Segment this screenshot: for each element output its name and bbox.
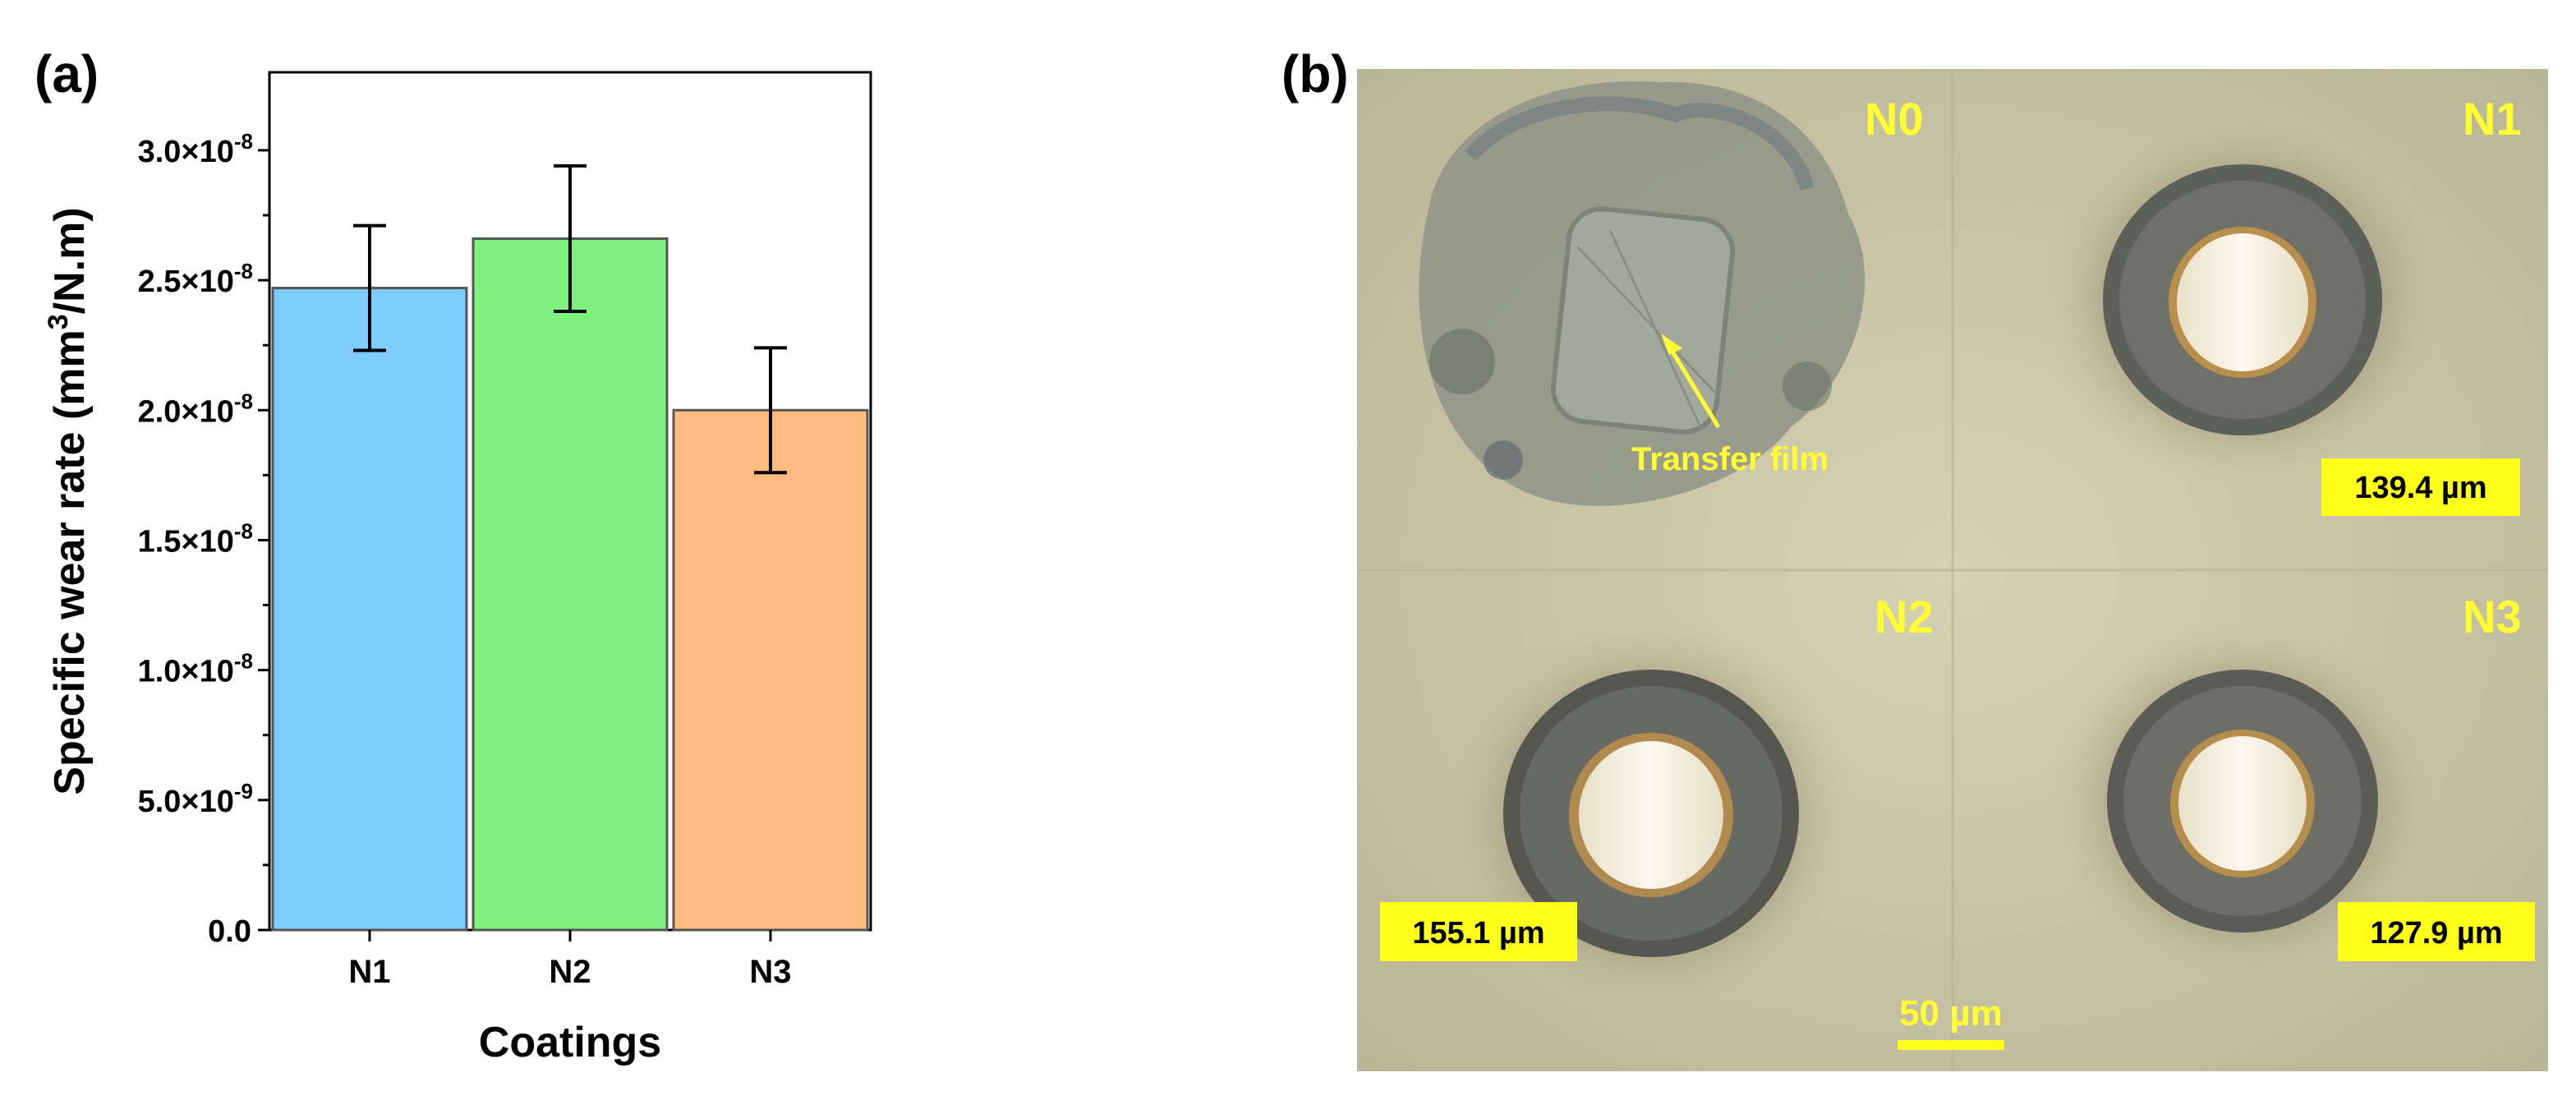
transfer-film-arrowhead: [1661, 334, 1682, 355]
measurement-box-n1: 139.4 µm: [2321, 458, 2520, 516]
y-tick-label: 2.0×10-8: [138, 389, 253, 429]
n3-wear-scar-image: [2045, 616, 2440, 986]
transfer-film-label: Transfer film: [1631, 441, 1828, 477]
panel-a-label: (a): [34, 44, 99, 104]
y-tick-label: 1.0×10-8: [138, 649, 253, 689]
measurement-n2: 155.1 µm: [1412, 916, 1544, 951]
quadrant-label-n3: N3: [2463, 591, 2522, 642]
bar-n3: [672, 408, 869, 932]
scale-bar-label: 50 µm: [1899, 993, 2003, 1034]
quadrant-label-n1: N1: [2463, 93, 2522, 145]
quadrant-label-n0: N0: [1865, 93, 1924, 145]
x-tick-label-n3: N3: [749, 954, 791, 990]
y-tick-label: 2.5×10-8: [138, 259, 253, 299]
y-tick-label: 0.0: [208, 914, 251, 949]
y-tick-label: 5.0×10-9: [138, 779, 253, 819]
bar-n1: [271, 287, 468, 932]
y-tick-label: 3.0×10-8: [138, 129, 253, 169]
scale-bar: [1898, 1040, 2004, 1050]
x-axis-title: Coatings: [479, 1019, 661, 1066]
bar-n2: [472, 237, 669, 932]
measurement-n3: 127.9 µm: [2370, 916, 2502, 951]
measurement-n1: 139.4 µm: [2354, 471, 2486, 505]
quadrant-label-n2: N2: [1874, 591, 1934, 642]
x-tick-label-n2: N2: [549, 954, 591, 990]
transfer-film-arrow: [1665, 342, 1721, 429]
panel-b-label: (b): [1281, 44, 1349, 104]
measurement-box-n3: 127.9 µm: [2338, 902, 2535, 961]
y-tick-label: 1.5×10-8: [138, 518, 253, 559]
y-axis-title: Specific wear rate (mm3/N.m): [43, 207, 94, 794]
bar-chart: 0.0 5.0×10-9 1.0×10-8 1.5×10-8 2.0×10-8 2.5×1…: [43, 71, 872, 1066]
x-tick-label-n1: N1: [348, 954, 390, 990]
measurement-box-n2: 155.1 µm: [1380, 902, 1577, 961]
n1-wear-scar-image: [2037, 111, 2448, 489]
